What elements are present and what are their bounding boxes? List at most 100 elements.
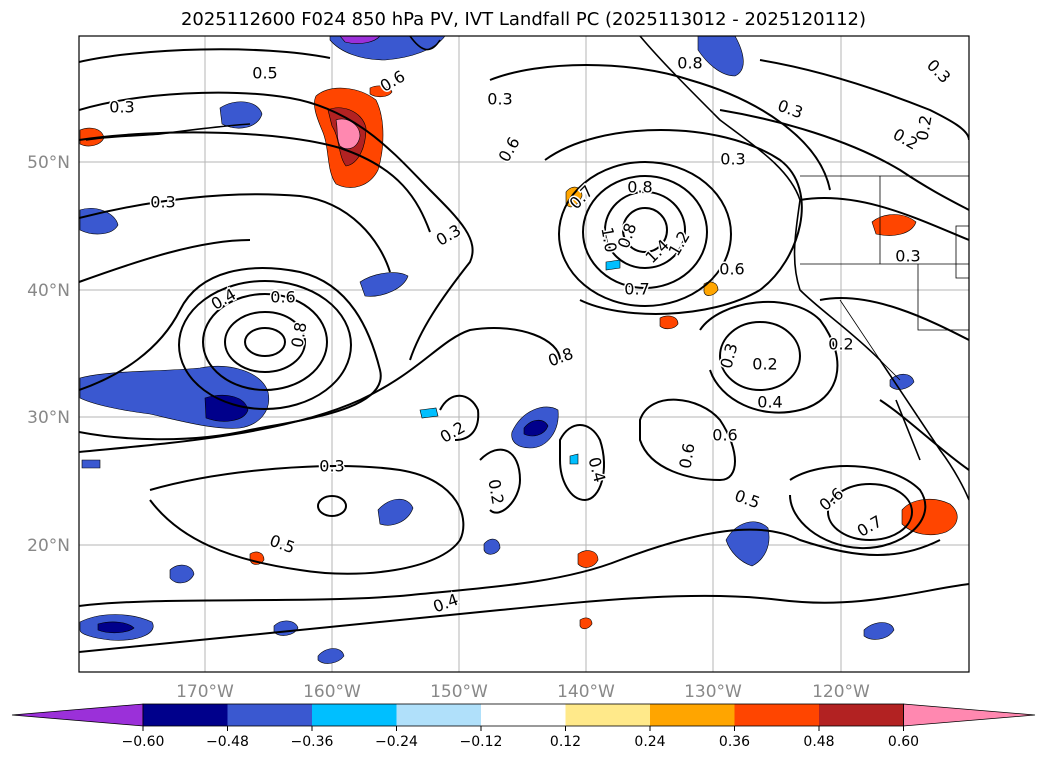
colorbar-tick-label: 0.12 bbox=[550, 734, 581, 750]
negative-pv-region bbox=[569, 453, 579, 465]
colorbar-swatch bbox=[143, 704, 228, 726]
contour-line bbox=[719, 321, 801, 391]
contour-line bbox=[244, 327, 286, 357]
negative-pv-core bbox=[97, 621, 135, 634]
lon-label: 160°W bbox=[303, 682, 361, 702]
lon-label: 170°W bbox=[176, 682, 234, 702]
contour-label: 0.7 bbox=[624, 280, 649, 299]
contour-line bbox=[799, 197, 969, 241]
positive-pv-region bbox=[871, 214, 917, 236]
contour-line bbox=[178, 280, 352, 410]
negative-pv-region bbox=[697, 36, 744, 77]
contour-label: 0.2 bbox=[828, 335, 853, 354]
coastline bbox=[895, 399, 921, 461]
contour-line bbox=[789, 465, 927, 550]
contour-line bbox=[699, 300, 839, 414]
contour-line bbox=[439, 394, 480, 441]
colorbar-swatch bbox=[565, 704, 650, 726]
colorbar-extend-max bbox=[903, 703, 1036, 727]
contour-line bbox=[559, 424, 605, 502]
contour-label: 0.8 bbox=[287, 321, 310, 349]
contour-label: 0.3 bbox=[895, 247, 920, 266]
lat-label: 40°N bbox=[27, 281, 70, 301]
lon-label: 150°W bbox=[430, 682, 488, 702]
contour-label: 0.6 bbox=[270, 288, 295, 307]
colorbar-extend-min bbox=[11, 703, 144, 727]
negative-pv-region bbox=[81, 459, 101, 469]
positive-pv-region bbox=[369, 85, 393, 98]
contour-line bbox=[719, 109, 969, 211]
contour-label: 0.5 bbox=[252, 64, 277, 83]
contour-line bbox=[622, 207, 668, 253]
contour-label: 0.3 bbox=[319, 457, 344, 476]
contour-line bbox=[479, 448, 522, 514]
negative-pv-region bbox=[863, 622, 895, 640]
negative-pv-region bbox=[725, 521, 770, 567]
negative-pv-core bbox=[204, 395, 249, 422]
coastline bbox=[639, 36, 969, 501]
contour-line bbox=[79, 48, 331, 63]
colorbar-tick-label: −0.12 bbox=[460, 734, 503, 750]
contour-line bbox=[79, 193, 391, 273]
contour-line bbox=[544, 129, 803, 315]
contour-line bbox=[79, 239, 251, 283]
colorbar-tick-label: 0.48 bbox=[803, 734, 834, 750]
negative-pv-region bbox=[605, 259, 621, 271]
contour-line bbox=[759, 59, 969, 141]
positive-pv-region bbox=[565, 186, 583, 208]
negative-pv-region bbox=[359, 272, 409, 297]
coastline bbox=[409, 36, 441, 51]
contour-line bbox=[79, 267, 382, 441]
colorbar-swatch bbox=[734, 704, 819, 726]
contour-line bbox=[879, 399, 969, 471]
pv-shading bbox=[79, 36, 958, 664]
lon-label: 140°W bbox=[557, 682, 615, 702]
contour-line bbox=[489, 64, 831, 191]
contour-label: 0.3 bbox=[109, 98, 134, 117]
contour-line bbox=[604, 191, 686, 269]
contour-line bbox=[582, 175, 708, 289]
lat-label: 20°N bbox=[27, 536, 70, 556]
contour-line bbox=[79, 583, 969, 653]
colorbar-swatch bbox=[650, 704, 735, 726]
positive-pv-region bbox=[579, 617, 593, 630]
contour-line bbox=[224, 311, 306, 373]
colorbar-tick-label: 0.36 bbox=[719, 734, 750, 750]
lat-label: 30°N bbox=[27, 408, 70, 428]
negative-pv-region bbox=[889, 373, 915, 390]
negative-pv-region bbox=[483, 538, 501, 555]
negative-pv-region bbox=[317, 648, 345, 664]
colorbar-tick-label: 0.24 bbox=[634, 734, 665, 750]
contour-label: 0.3 bbox=[150, 193, 175, 212]
negative-pv-region bbox=[419, 407, 439, 419]
longitude-labels: 170°W 160°W 150°W 140°W 130°W 120°W bbox=[176, 682, 870, 702]
contour-line bbox=[149, 465, 465, 575]
contour-label: 0.2 bbox=[752, 355, 777, 374]
plot-title: 2025112600 F024 850 hPa PV, IVT Landfall… bbox=[180, 9, 867, 30]
colorbar-swatch bbox=[312, 704, 397, 726]
negative-pv-core bbox=[523, 419, 549, 437]
lon-label: 130°W bbox=[684, 682, 742, 702]
contour-line bbox=[819, 297, 969, 341]
colorbar-tick-label: −0.48 bbox=[206, 734, 249, 750]
contour-line bbox=[79, 131, 431, 233]
contour-line bbox=[317, 495, 347, 517]
contour-line bbox=[202, 293, 328, 391]
contour-label: 0.4 bbox=[757, 393, 782, 412]
coastline bbox=[85, 123, 251, 141]
contour-label: 0.8 bbox=[627, 178, 652, 197]
contour-line bbox=[558, 161, 732, 307]
lat-label: 50°N bbox=[27, 153, 70, 173]
colorbar-frame bbox=[142, 703, 904, 727]
positive-pv-region bbox=[577, 550, 599, 568]
colorbar-swatch bbox=[819, 704, 904, 726]
colorbar-swatch bbox=[227, 704, 312, 726]
lon-label: 120°W bbox=[812, 682, 870, 702]
negative-pv-region bbox=[169, 564, 195, 584]
contour-line bbox=[79, 327, 561, 453]
colorbar: −0.60 −0.48 −0.36 −0.24 −0.12 0.12 0.24 0.36 0.4… bbox=[11, 703, 1036, 750]
contour-label: 0.6 bbox=[719, 260, 744, 279]
positive-pv-region bbox=[659, 315, 679, 330]
colorbar-tick-label: −0.24 bbox=[375, 734, 418, 750]
